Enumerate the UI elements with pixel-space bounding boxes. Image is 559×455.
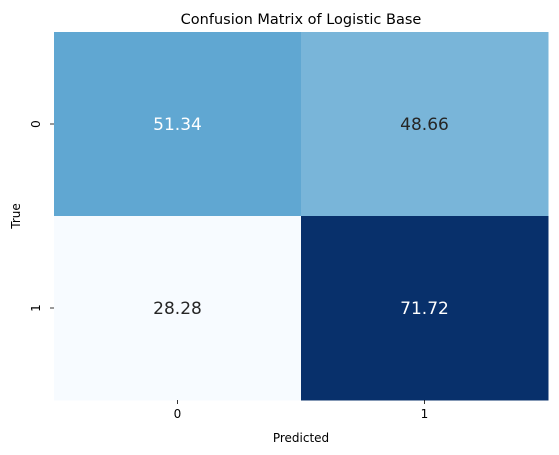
cell-annotations: 51.34 48.66 28.28 71.72 bbox=[153, 115, 449, 319]
y-axis-ticks: 01 bbox=[29, 120, 54, 312]
cell-value-0-1: 48.66 bbox=[400, 115, 449, 135]
cell-value-1-0: 28.28 bbox=[153, 299, 202, 319]
heatmap-cell-1-0 bbox=[54, 216, 302, 401]
heatmap-cell-1-1 bbox=[301, 216, 549, 401]
y-tick-label-0: 0 bbox=[29, 120, 43, 128]
x-tick-label-0: 0 bbox=[174, 407, 182, 421]
heatmap-cell-0-1 bbox=[301, 32, 549, 217]
heatmap-cells bbox=[54, 32, 549, 401]
y-tick-label-1: 1 bbox=[29, 304, 43, 312]
y-axis-label: True bbox=[9, 203, 23, 230]
cell-value-1-1: 71.72 bbox=[400, 299, 449, 319]
x-axis-label: Predicted bbox=[273, 431, 329, 445]
x-tick-label-1: 1 bbox=[421, 407, 429, 421]
cell-value-0-0: 51.34 bbox=[153, 115, 202, 135]
chart-title: Confusion Matrix of Logistic Base bbox=[181, 12, 422, 28]
heatmap-cell-0-0 bbox=[54, 32, 302, 217]
